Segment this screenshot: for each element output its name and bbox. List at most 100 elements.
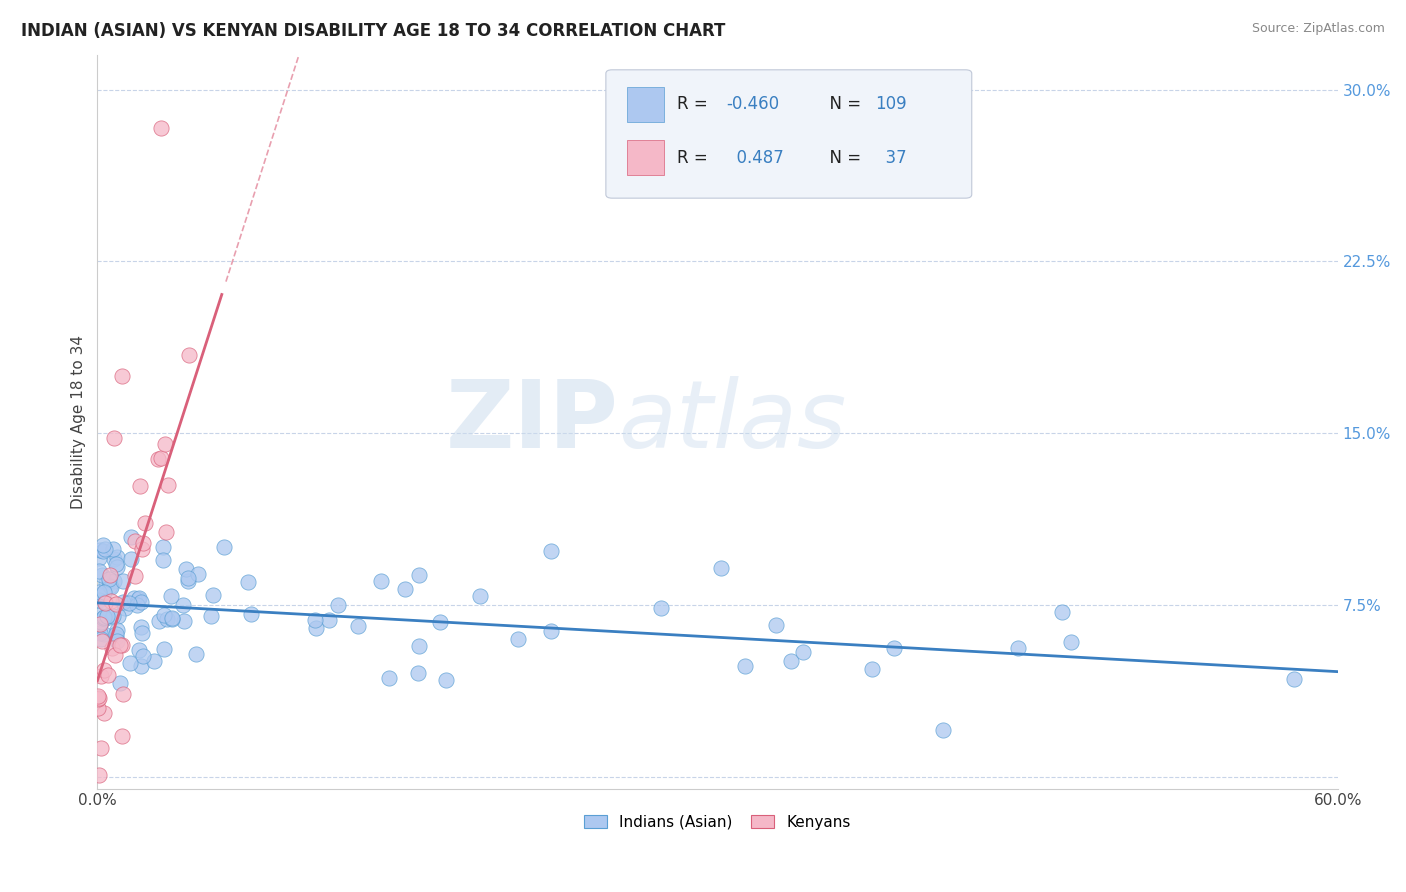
- Point: [129, 595, 152, 609]
- Point: [305, 621, 328, 635]
- Point: [153, 437, 176, 451]
- Point: [122, 591, 145, 605]
- Point: [1282, 672, 1305, 686]
- Point: [101, 641, 124, 656]
- Point: [104, 627, 127, 641]
- Point: [860, 662, 883, 676]
- Point: [107, 608, 129, 623]
- Point: [87, 689, 110, 703]
- Point: [883, 640, 905, 655]
- Point: [93, 663, 115, 677]
- Point: [152, 540, 174, 554]
- Point: [150, 451, 173, 466]
- Point: [89, 619, 111, 633]
- Point: [129, 658, 152, 673]
- Text: 37: 37: [875, 149, 907, 167]
- Point: [1060, 634, 1083, 648]
- Legend: Indians (Asian), Kenyans: Indians (Asian), Kenyans: [578, 809, 856, 836]
- Point: [153, 642, 176, 657]
- Point: [91, 537, 114, 551]
- Text: R =: R =: [676, 95, 713, 113]
- Point: [129, 479, 152, 493]
- Point: [90, 632, 112, 647]
- Point: [346, 619, 368, 633]
- Point: [97, 667, 120, 681]
- Point: [89, 551, 111, 566]
- Point: [96, 608, 118, 623]
- Point: [186, 647, 208, 661]
- Point: [148, 614, 170, 628]
- Point: [150, 121, 173, 136]
- Point: [111, 638, 134, 652]
- Point: [89, 626, 111, 640]
- Point: [470, 589, 492, 603]
- Point: [87, 700, 110, 714]
- Point: [377, 671, 399, 685]
- Point: [89, 543, 111, 558]
- Point: [157, 477, 180, 491]
- Point: [100, 594, 122, 608]
- Point: [105, 624, 128, 638]
- Point: [120, 530, 142, 544]
- Point: [87, 768, 110, 782]
- Point: [304, 613, 326, 627]
- Point: [127, 591, 149, 606]
- Point: [93, 609, 115, 624]
- Point: [540, 543, 562, 558]
- Text: N =: N =: [820, 149, 866, 167]
- Point: [173, 614, 195, 628]
- FancyBboxPatch shape: [627, 87, 664, 122]
- Point: [87, 690, 110, 705]
- Point: [105, 549, 128, 564]
- Point: [90, 567, 112, 582]
- Point: [103, 431, 125, 445]
- Point: [104, 630, 127, 644]
- Point: [202, 588, 225, 602]
- Point: [104, 557, 127, 571]
- Point: [112, 595, 135, 609]
- Point: [101, 542, 124, 557]
- Point: [110, 675, 132, 690]
- Point: [734, 659, 756, 673]
- Text: atlas: atlas: [619, 376, 846, 467]
- Point: [93, 585, 115, 599]
- Point: [1007, 640, 1029, 655]
- Point: [765, 618, 787, 632]
- Point: [394, 582, 416, 596]
- Text: ZIP: ZIP: [446, 376, 619, 467]
- Point: [152, 553, 174, 567]
- Point: [89, 588, 111, 602]
- Point: [108, 638, 131, 652]
- Point: [408, 568, 430, 582]
- Point: [408, 640, 430, 654]
- Text: Source: ZipAtlas.com: Source: ZipAtlas.com: [1251, 22, 1385, 36]
- Point: [105, 633, 128, 648]
- Point: [118, 597, 141, 611]
- Point: [124, 533, 146, 548]
- Point: [127, 598, 149, 612]
- Point: [93, 706, 115, 720]
- Point: [160, 611, 183, 625]
- Point: [120, 657, 142, 671]
- Point: [89, 608, 111, 623]
- Point: [406, 665, 429, 680]
- Point: [214, 540, 236, 554]
- Text: INDIAN (ASIAN) VS KENYAN DISABILITY AGE 18 TO 34 CORRELATION CHART: INDIAN (ASIAN) VS KENYAN DISABILITY AGE …: [21, 22, 725, 40]
- Point: [239, 607, 262, 621]
- FancyBboxPatch shape: [627, 140, 664, 176]
- Point: [111, 574, 134, 588]
- Point: [177, 571, 200, 585]
- Point: [94, 596, 117, 610]
- Point: [318, 613, 340, 627]
- Point: [89, 616, 111, 631]
- Point: [89, 584, 111, 599]
- Point: [87, 691, 110, 706]
- Point: [650, 600, 672, 615]
- Point: [160, 589, 183, 603]
- Point: [200, 609, 222, 624]
- Point: [112, 687, 135, 701]
- Point: [91, 610, 114, 624]
- Point: [98, 572, 121, 586]
- Point: [177, 574, 200, 589]
- Point: [131, 542, 153, 557]
